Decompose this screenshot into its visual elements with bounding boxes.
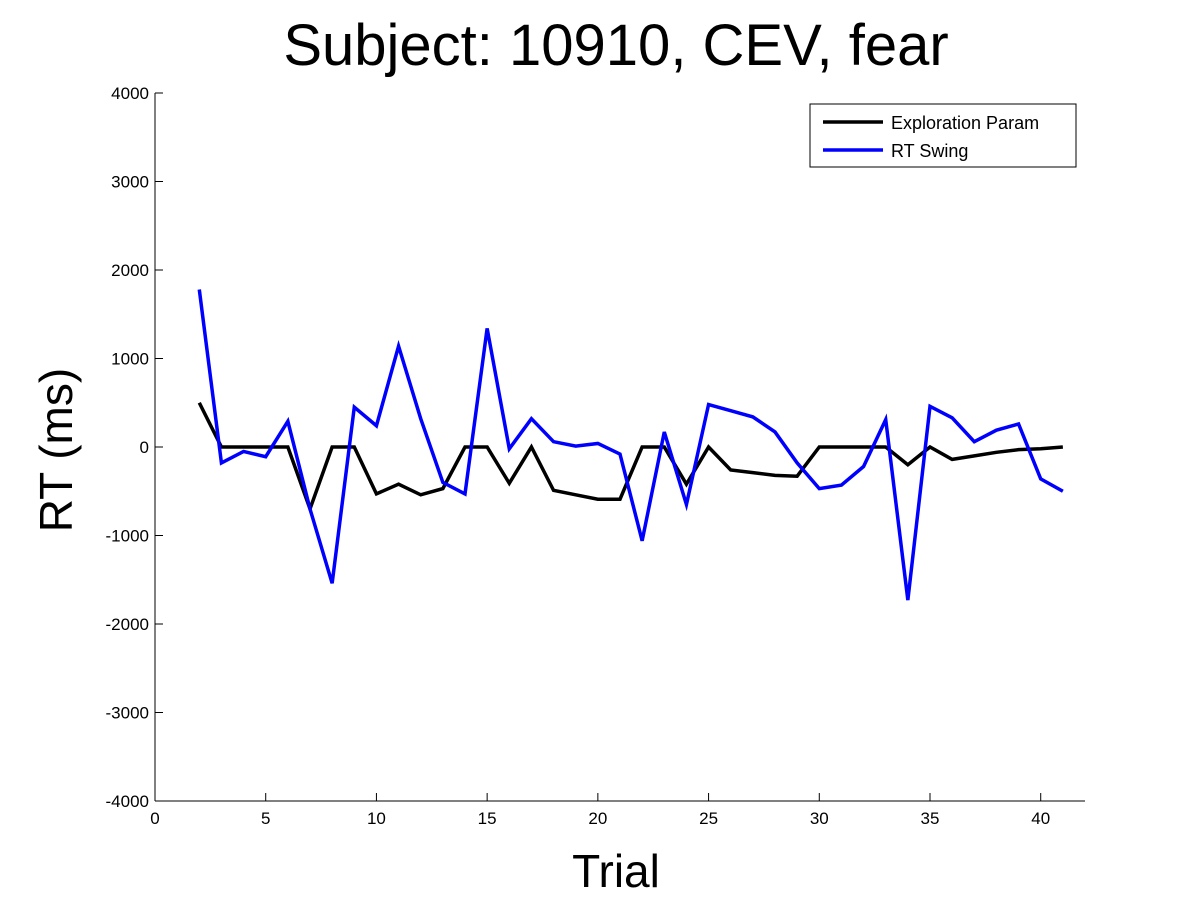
- series-layer: [197, 289, 1064, 601]
- y-tick-label: 4000: [111, 84, 149, 103]
- y-tick-label: -4000: [106, 792, 149, 811]
- x-tick-label: 15: [478, 809, 497, 828]
- y-tick-label: -2000: [106, 615, 149, 634]
- x-tick-label: 35: [921, 809, 940, 828]
- y-tick-label: 2000: [111, 261, 149, 280]
- x-tick-label: 25: [699, 809, 718, 828]
- x-tick-label: 20: [588, 809, 607, 828]
- x-tick-label: 5: [261, 809, 270, 828]
- y-tick-label: 0: [140, 438, 149, 457]
- legend-label-exploration-param: Exploration Param: [891, 113, 1039, 133]
- x-tick-label: 40: [1031, 809, 1050, 828]
- legend: Exploration Param RT Swing: [809, 103, 1077, 168]
- series-line-rt-swing: [197, 289, 1064, 601]
- y-tick-label: -1000: [106, 527, 149, 546]
- chart-title: Subject: 10910, CEV, fear: [283, 13, 948, 78]
- series-line-exploration-param: [197, 401, 1063, 515]
- y-tick-label: 3000: [111, 173, 149, 192]
- y-tick-label: -3000: [106, 704, 149, 723]
- legend-label-rt-swing: RT Swing: [891, 141, 968, 161]
- x-tick-label: 10: [367, 809, 386, 828]
- legend-box: [809, 103, 1077, 168]
- x-tick-label: 0: [150, 809, 159, 828]
- x-tick-label: 30: [810, 809, 829, 828]
- y-axis-label: RT (ms): [30, 368, 82, 532]
- x-axis-ticks: 0 5 10 15 20 25 30 35 40: [150, 793, 1050, 828]
- y-tick-label: 1000: [111, 350, 149, 369]
- y-axis-ticks: -4000 -3000 -2000 -1000 0 1000 2000 3000 4000: [106, 84, 163, 811]
- x-axis-label: Trial: [572, 845, 660, 897]
